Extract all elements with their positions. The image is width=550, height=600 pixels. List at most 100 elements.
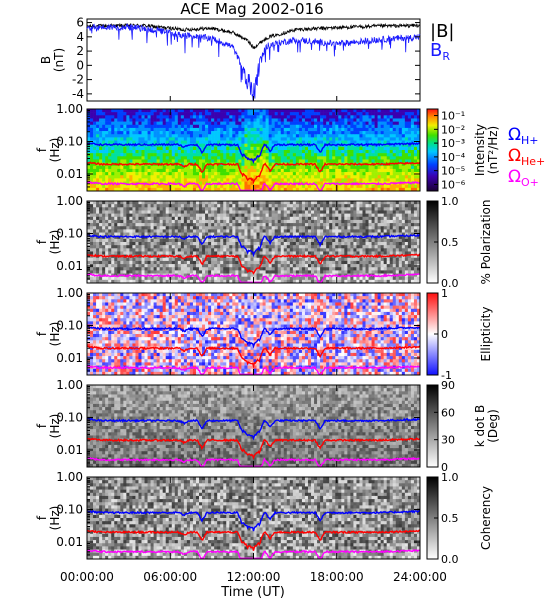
intensity-cell [292,187,297,192]
intensity-cell [320,137,324,141]
polarization-cell [277,213,282,218]
intensity-cell [301,165,306,170]
polarization-cell [226,242,230,246]
intensity-cell [235,131,239,135]
intensity-cell [356,124,360,129]
intensity-cell [126,131,130,135]
intensity-cell [410,115,415,119]
polarization-cell [283,229,288,233]
intensity-cell [123,131,127,135]
polarization-cell [202,248,206,252]
intensity-cell [326,131,330,135]
intensity-cell [183,112,188,116]
polarization-cell [265,219,269,224]
intensity-cell [380,131,384,135]
polarization-cell [226,251,230,255]
intensity-cell [186,137,191,141]
intensity-cell [177,150,182,154]
intensity-cell [108,168,112,173]
polarization-cell [238,248,242,252]
intensity-cell [283,134,288,138]
intensity-cell [223,172,227,176]
polarization-cell [304,204,309,208]
intensity-cell [205,137,209,141]
intensity-cell [105,109,109,113]
polarization-cell [250,238,254,243]
intensity-cell [247,121,251,126]
intensity-cell [138,121,142,126]
polarization-cell [244,238,248,243]
intensity-cell [301,109,306,113]
intensity-cell [247,137,251,141]
intensity-cell [111,146,115,151]
intensity-cell [292,153,297,157]
intensity-cell [141,175,145,179]
polarization-cell [271,226,275,230]
intensity-cell [129,146,133,151]
polarization-cell [138,229,142,233]
intensity-cell [87,137,91,141]
intensity-cell [410,165,415,170]
intensity-cell [326,187,330,192]
polarization-cell [413,248,418,252]
intensity-cell [416,115,421,119]
intensity-cell [217,118,221,122]
polarization-cell [153,216,157,221]
intensity-cell [353,121,357,126]
polarization-cell [304,210,309,214]
polarization-cell [259,232,263,236]
intensity-cell [304,121,309,126]
polarization-cell [359,213,363,218]
intensity-cell [286,121,291,126]
intensity-cell [174,140,179,144]
polarization-cell [311,201,315,205]
intensity-cell [147,109,151,113]
intensity-cell [247,165,251,170]
polarization-cell [238,235,242,240]
polarization-cell [138,242,142,246]
polarization-cell [320,219,324,224]
polarization-cell [162,223,167,227]
polarization-cell [301,226,306,230]
intensity-cell [132,124,136,129]
intensity-cell [295,156,300,160]
intensity-cell [189,146,194,151]
intensity-cell [344,131,348,135]
intensity-cell [304,165,309,170]
intensity-cell [111,175,115,179]
polarization-cell [383,201,387,205]
polarization-cell [301,251,306,255]
intensity-cell [377,168,381,173]
polarization-cell [262,210,266,214]
polarization-cell [135,229,139,233]
intensity-cell [247,118,251,122]
intensity-cell [235,143,239,148]
intensity-cell [317,153,321,157]
polarization-cell [274,201,279,205]
polarization-cell [341,238,345,243]
intensity-cell [156,178,160,182]
polarization-cell [156,213,160,218]
intensity-cell [298,162,303,167]
polarization-cell [262,226,266,230]
polarization-cell [93,242,97,246]
polarization-cell [359,251,363,255]
polarization-cell [256,232,260,236]
polarization-cell [416,235,421,240]
intensity-cell [295,134,300,138]
intensity-cell [183,187,188,192]
intensity-cell [117,112,121,116]
intensity-cell [174,131,179,135]
polarization-cell [247,229,251,233]
intensity-cell [389,127,394,132]
intensity-cell [298,146,303,151]
intensity-cell [368,175,372,179]
intensity-cell [87,118,91,122]
polarization-cell [156,219,160,224]
intensity-cell [126,175,130,179]
intensity-cell [365,115,369,119]
intensity-cell [323,127,327,132]
polarization-cell [314,238,318,243]
intensity-cell [186,140,191,144]
intensity-cell [162,143,167,148]
